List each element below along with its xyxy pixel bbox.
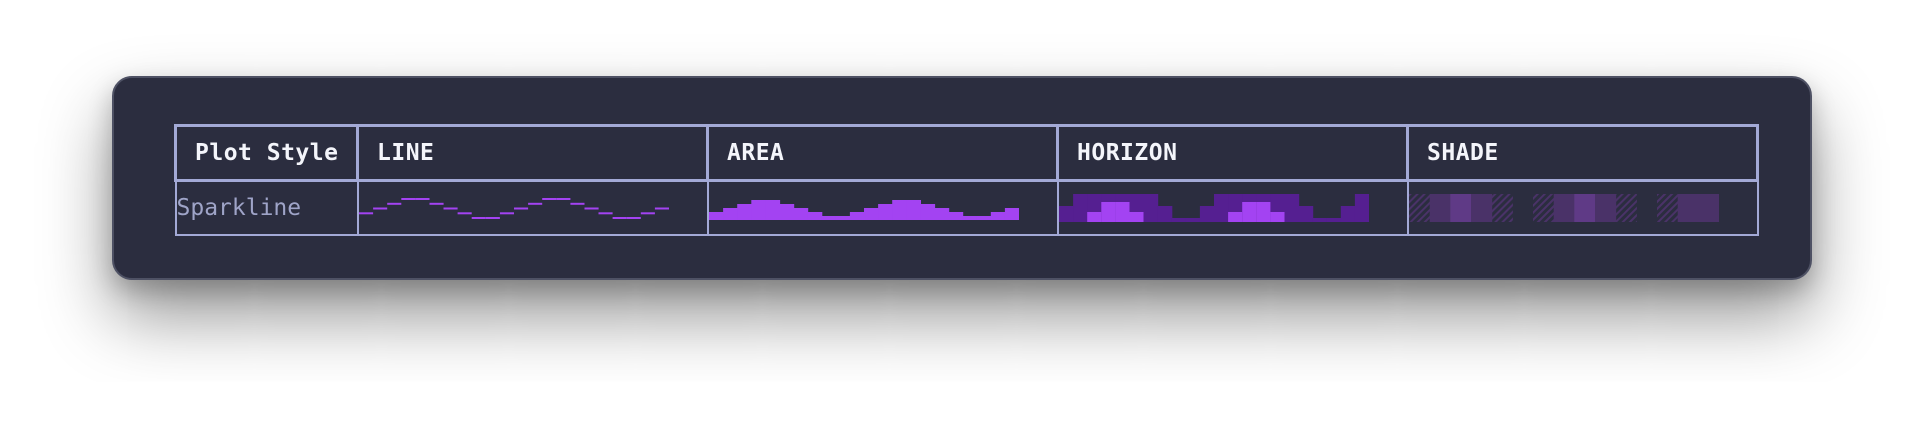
area-column [891, 200, 907, 220]
shade-sparkline [1408, 194, 1719, 222]
line-segment [541, 198, 556, 200]
area-column [990, 212, 1005, 220]
area-column [821, 216, 836, 220]
line-segment [612, 217, 627, 219]
line-segment [555, 198, 570, 200]
horizon-band-high [1241, 202, 1257, 222]
area-column [948, 212, 963, 220]
header-row: Plot Style LINE AREA HORIZON SHADE [174, 124, 1759, 182]
header-shade: SHADE [1406, 124, 1759, 182]
cell-line [356, 179, 709, 236]
horizon-band-low [1354, 194, 1369, 222]
shade-block [1491, 194, 1513, 222]
horizon-band-low [1213, 194, 1229, 222]
line-segment [626, 217, 641, 219]
header-plot-style: Plot Style [174, 124, 359, 182]
shade-block [1449, 194, 1471, 222]
plot-style-table: Plot Style LINE AREA HORIZON SHADE Spark… [174, 124, 1759, 236]
line-segment [499, 212, 514, 215]
line-segment [584, 207, 599, 210]
area-column [708, 212, 724, 220]
area-column [779, 204, 794, 220]
horizon-band-high [1100, 202, 1116, 222]
area-column [736, 204, 752, 220]
horizon-band-high [1255, 202, 1271, 222]
header-area: AREA [706, 124, 1059, 182]
line-segment [485, 217, 500, 219]
line-segment [443, 207, 458, 210]
cell-horizon [1056, 179, 1409, 236]
row-label-sparkline: Sparkline [174, 179, 359, 236]
shade-block [1656, 194, 1678, 222]
line-segment [513, 207, 528, 210]
sparkline-row: Sparkline [174, 179, 1759, 236]
line-segment [414, 198, 429, 200]
area-column [863, 208, 879, 220]
shade-block [1429, 194, 1451, 222]
shade-block [1532, 194, 1554, 222]
horizon-band-low [1284, 194, 1299, 222]
table-panel: Plot Style LINE AREA HORIZON SHADE Spark… [112, 76, 1812, 280]
line-segment [640, 212, 655, 215]
cell-shade [1406, 179, 1759, 236]
horizon-band-high [1086, 212, 1102, 222]
area-column [849, 212, 865, 220]
line-segment [372, 207, 387, 210]
header-line: LINE [356, 124, 709, 182]
area-column [919, 204, 935, 220]
area-column [807, 212, 822, 220]
line-segment [569, 202, 584, 205]
line-segment [400, 198, 415, 200]
shade-block [1677, 194, 1699, 222]
shade-block [1615, 194, 1637, 222]
horizon-band-low [1340, 206, 1355, 222]
area-column [835, 216, 850, 220]
horizon-band-low [1072, 194, 1088, 222]
horizon-band-high [1114, 202, 1130, 222]
horizon-band-low [1171, 218, 1186, 222]
shade-block [1470, 194, 1492, 222]
line-segment [527, 202, 542, 205]
horizon-band-low [1298, 206, 1313, 222]
area-column [750, 200, 766, 220]
line-segment [358, 212, 373, 215]
line-segment [429, 202, 444, 205]
line-segment [457, 212, 472, 215]
horizon-band-low [1312, 218, 1327, 222]
area-column [1004, 208, 1019, 220]
horizon-band-high [1129, 212, 1144, 222]
horizon-band-low [1326, 218, 1341, 222]
horizon-band-low [1185, 218, 1200, 222]
horizon-band-high [1227, 212, 1243, 222]
line-segment [386, 202, 401, 205]
area-sparkline [708, 200, 1019, 220]
area-column [722, 208, 738, 220]
line-segment [471, 217, 486, 219]
area-column [934, 208, 949, 220]
line-sparkline [358, 198, 669, 219]
header-horizon: HORIZON [1056, 124, 1409, 182]
shade-block [1408, 194, 1430, 222]
horizon-band-low [1157, 206, 1172, 222]
area-column [962, 216, 977, 220]
area-column [976, 216, 991, 220]
horizon-band-high [1269, 212, 1285, 222]
line-segment [654, 207, 669, 210]
area-column [764, 200, 780, 220]
line-segment [598, 212, 613, 215]
shade-block [1573, 194, 1595, 222]
horizon-band-low [1143, 194, 1158, 222]
shade-block [1553, 194, 1575, 222]
area-column [793, 208, 808, 220]
shade-block [1594, 194, 1616, 222]
shade-block [1697, 194, 1719, 222]
area-column [905, 200, 921, 220]
cell-area [706, 179, 1059, 236]
horizon-band-low [1199, 206, 1215, 222]
horizon-sparkline [1058, 194, 1369, 222]
area-column [877, 204, 893, 220]
horizon-band-low [1058, 206, 1074, 222]
